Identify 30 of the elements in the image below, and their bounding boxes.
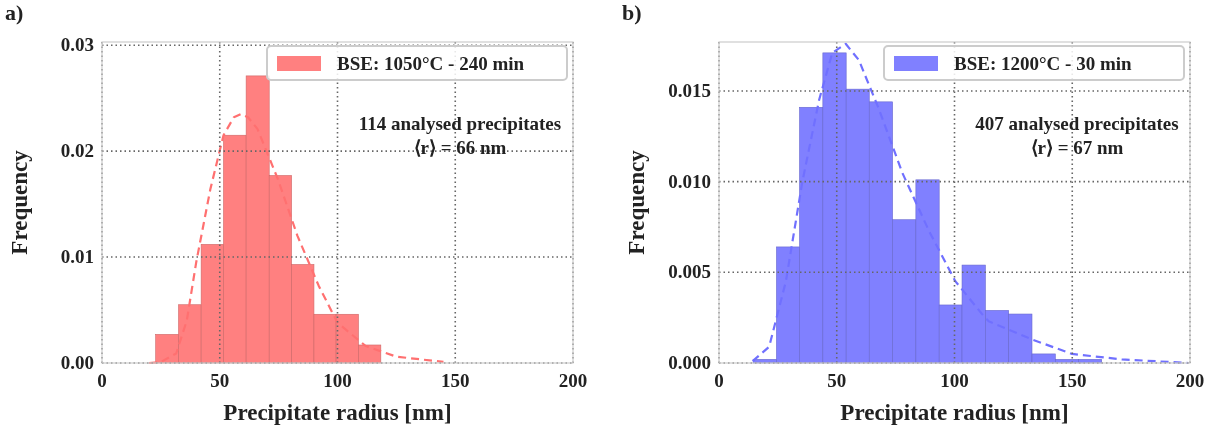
x-tick-label: 0 — [714, 370, 724, 391]
annotation: ⟨r⟩ = 67 nm — [1030, 137, 1124, 158]
y-tick-label: 0.015 — [668, 79, 711, 101]
x-tick-label: 100 — [940, 370, 969, 391]
y-tick-label: 0.000 — [668, 352, 711, 373]
annotation: 407 analysed precipitates — [975, 113, 1179, 134]
x-tick-label: 200 — [558, 370, 588, 391]
y-tick-label: 0.010 — [668, 170, 711, 192]
y-tick-label: 0.00 — [60, 352, 94, 373]
x-axis-title: Precipitate radius [nm] — [840, 400, 1069, 425]
x-tick-label: 200 — [1175, 370, 1205, 391]
x-tick-label: 100 — [323, 370, 352, 391]
y-tick-label: 0.03 — [60, 34, 94, 56]
y-tick-label: 0.01 — [60, 246, 94, 268]
annotation: 114 analysed precipitates — [358, 113, 562, 134]
y-tick-label: 0.02 — [60, 140, 94, 162]
y-tick-label: 0.005 — [668, 261, 711, 283]
x-tick-label: 50 — [827, 370, 847, 391]
x-tick-label: 150 — [1058, 370, 1087, 391]
annotation: ⟨r⟩ = 66 nm — [413, 137, 507, 158]
x-axis-title: Precipitate radius [nm] — [223, 400, 452, 425]
x-tick-label: 50 — [210, 370, 230, 391]
legend-label: BSE: 1050°C - 240 min — [337, 53, 525, 74]
x-tick-label: 0 — [97, 370, 107, 391]
chart-title: b) — [622, 0, 642, 25]
chart-title: a) — [5, 0, 24, 25]
legend-label: BSE: 1200°C - 30 min — [954, 53, 1132, 74]
y-axis-title: Frequency — [7, 149, 32, 255]
y-axis-title: Frequency — [624, 149, 649, 255]
x-tick-label: 150 — [441, 370, 470, 391]
